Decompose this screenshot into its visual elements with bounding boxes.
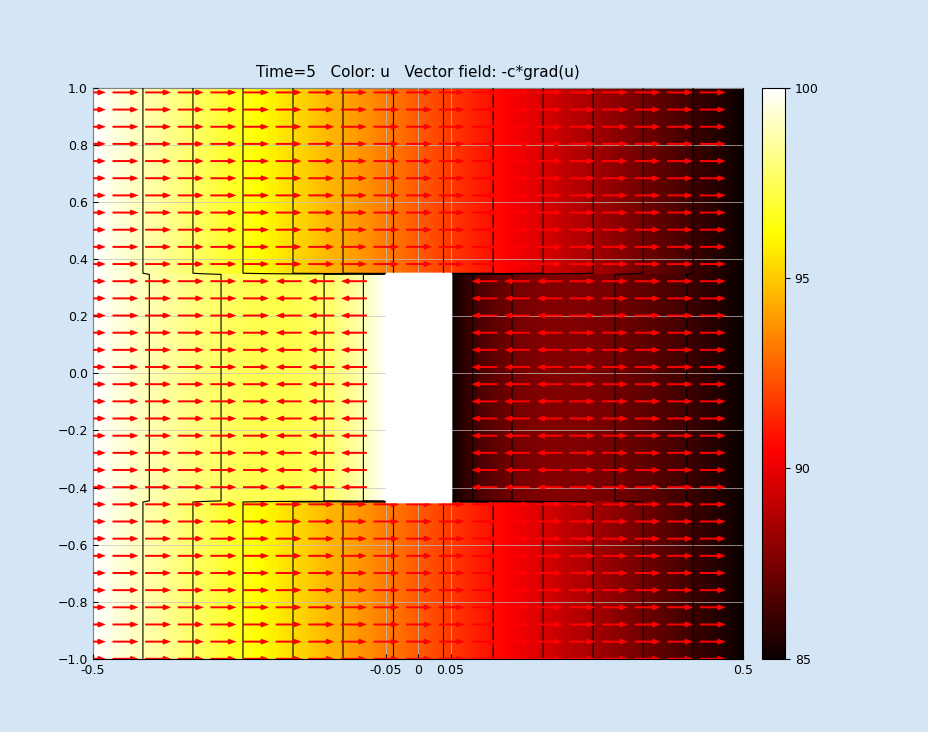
Title: Time=5   Color: u   Vector field: -c*grad(u): Time=5 Color: u Vector field: -c*grad(u)	[256, 64, 579, 80]
Bar	[385, 274, 450, 502]
Bar	[385, 274, 450, 502]
